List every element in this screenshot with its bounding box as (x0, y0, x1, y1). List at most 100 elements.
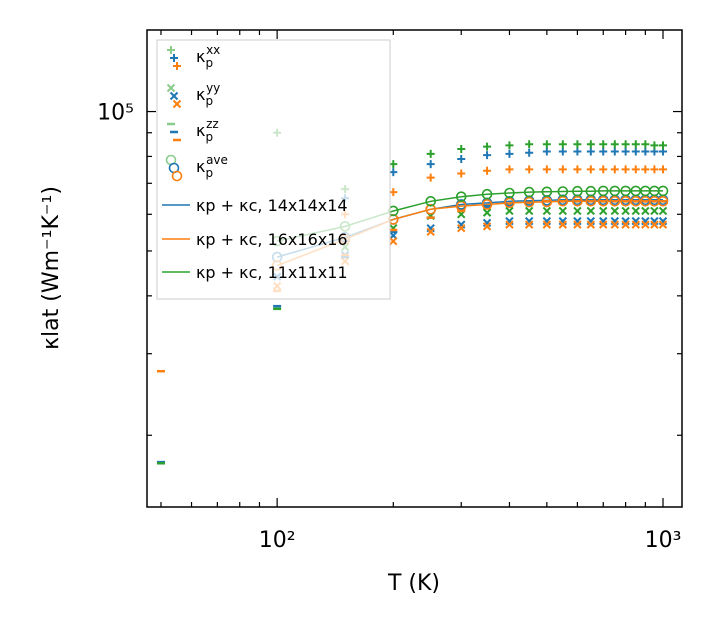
data-point-s0-9 (542, 147, 551, 156)
data-point-s0-5 (457, 154, 466, 163)
legend-label-2: κpzz (196, 117, 219, 144)
data-point-s0-13 (599, 147, 608, 156)
data-point-s10-11 (572, 196, 583, 207)
legend-label-1: κpyy (196, 81, 220, 108)
data-point-s5-7 (505, 206, 514, 216)
data-point-s4-4 (426, 227, 435, 237)
y-tick-label-0: 10⁵ (97, 101, 134, 126)
legend-marker-1-orange (172, 99, 182, 109)
data-point-s11-8 (523, 186, 535, 198)
data-point-s4-15 (621, 220, 630, 229)
data-point-s10-13 (597, 196, 609, 207)
data-point-s2-18 (650, 141, 659, 150)
data-point-s4-16 (631, 220, 640, 229)
data-point-s4-14 (610, 220, 620, 229)
data-point-s1-19 (659, 165, 668, 174)
data-point-s2-14 (610, 140, 619, 149)
data-point-s5-12 (586, 206, 596, 216)
data-point-s0-8 (525, 148, 534, 157)
data-point-s4-12 (586, 220, 596, 229)
data-point-s1-14 (610, 165, 619, 174)
data-point-s11-4 (425, 196, 436, 207)
data-point-s0-7 (505, 149, 514, 158)
data-point-s2-17 (641, 140, 650, 149)
legend-label-0: κpxx (196, 43, 220, 70)
y-axis-label: κlat (Wm⁻¹K⁻¹) (39, 186, 64, 350)
data-point-s1-3 (389, 188, 398, 197)
legend-frame (156, 39, 391, 300)
data-point-s2-8 (525, 140, 534, 149)
data-point-s11-9 (541, 186, 553, 198)
data-point-s4-19 (658, 220, 668, 229)
data-point-s10-10 (557, 196, 569, 207)
legend-entry-2: κpzz (167, 117, 219, 144)
data-point-s2-13 (599, 140, 608, 149)
data-point-s1-4 (426, 173, 435, 182)
data-point-s2-12 (586, 140, 595, 149)
data-point-s11-6 (481, 188, 493, 200)
data-point-s1-11 (573, 165, 582, 174)
data-point-s11-15 (620, 185, 631, 197)
data-point-s2-5 (457, 145, 466, 154)
x-tick-label-1: 10³ (645, 528, 682, 553)
data-point-s0-16 (631, 147, 640, 156)
x-tick-label-0: 10² (259, 528, 296, 553)
legend-label-5: κp + κc, 16x16x16 (196, 230, 348, 249)
data-point-s2-4 (426, 149, 435, 158)
data-point-s1-5 (457, 169, 466, 178)
data-point-s5-18 (650, 206, 659, 216)
data-point-s1-17 (641, 165, 650, 174)
legend-label-6: κp + κc, 11x11x11 (196, 263, 348, 282)
legend-label-3: κpave (196, 153, 228, 180)
data-point-s1-6 (483, 166, 492, 175)
data-point-s0-14 (610, 147, 619, 156)
data-point-s5-17 (641, 206, 650, 216)
data-point-s2-11 (573, 140, 582, 149)
data-point-s1-8 (525, 165, 534, 174)
data-point-s0-6 (483, 151, 492, 160)
data-point-s1-10 (558, 165, 567, 174)
data-point-s11-11 (572, 185, 583, 197)
data-point-s4-18 (650, 220, 659, 229)
data-point-s4-13 (599, 220, 608, 229)
legend-marker-3-orange (171, 170, 183, 182)
data-point-s5-16 (631, 206, 640, 216)
legend-marker-0-green (167, 46, 175, 54)
data-point-s4-9 (542, 220, 552, 229)
legend-entry-1: κpyy (166, 81, 220, 109)
data-point-s5-10 (558, 206, 568, 216)
legend-label-4: κp + κc, 14x14x14 (196, 196, 348, 215)
data-point-s10-6 (481, 199, 493, 210)
legend-entry-6: κp + κc, 11x11x11 (162, 263, 348, 282)
data-point-s4-10 (558, 220, 568, 229)
legend-entry-0: κpxx (167, 43, 220, 70)
data-point-s5-8 (524, 206, 534, 216)
legend-entry-5: κp + κc, 16x16x16 (162, 230, 348, 249)
data-point-s1-15 (621, 165, 630, 174)
data-point-s11-12 (585, 185, 597, 197)
legend-marker-1-green (166, 83, 176, 93)
data-point-s2-6 (483, 142, 492, 151)
data-point-s0-3 (389, 168, 398, 177)
data-point-s11-13 (597, 185, 609, 197)
tick-layer: 10² 10³ 10⁵ (97, 30, 682, 553)
data-point-s1-9 (542, 165, 551, 174)
data-point-s11-7 (504, 187, 515, 199)
data-point-s2-10 (558, 140, 567, 149)
legend: κpxx κpyy κpzz κpave κp + κc, 14x14x14 κp + κ… (156, 39, 391, 300)
data-point-s4-17 (641, 220, 650, 229)
data-point-s0-11 (573, 147, 582, 156)
data-point-s4-5 (457, 223, 466, 233)
data-point-s0-10 (558, 147, 567, 156)
data-point-s1-12 (586, 165, 595, 174)
data-point-s1-18 (650, 165, 659, 174)
series-line-14 (276, 190, 663, 242)
data-point-s10-4 (425, 204, 436, 215)
data-point-s4-3 (389, 236, 398, 246)
legend-marker-0-orange (173, 62, 181, 70)
data-point-s1-13 (599, 165, 608, 174)
data-point-s4-6 (482, 222, 492, 231)
data-point-s5-14 (610, 206, 620, 216)
data-point-s5-9 (542, 206, 552, 216)
